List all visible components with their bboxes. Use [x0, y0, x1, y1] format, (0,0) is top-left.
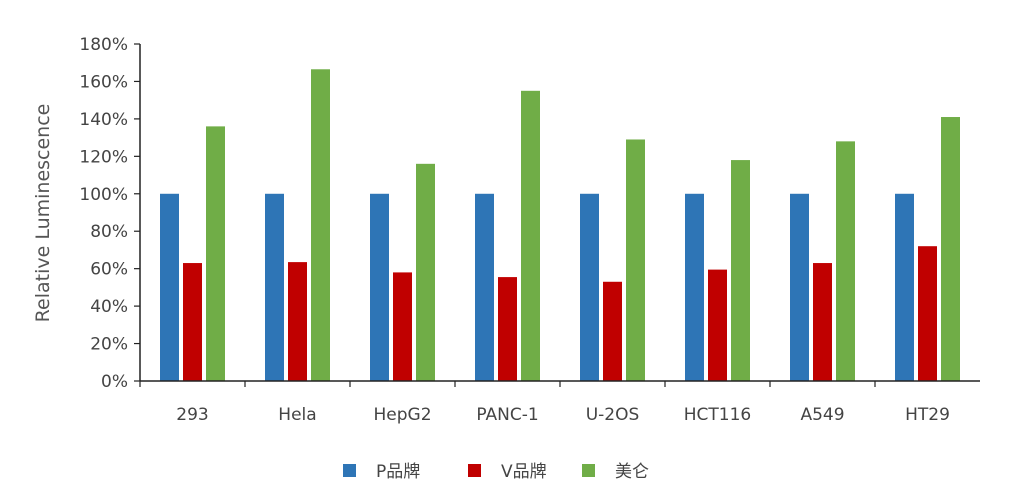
- x-axis: 293 Hela HepG2 PANC-1 U-2OS HCT116 A549 HT29: [139, 380, 980, 425]
- x-tick-label: HepG2: [373, 405, 431, 425]
- legend-label: V品牌: [501, 462, 547, 482]
- y-tick-label: 140%: [79, 110, 128, 130]
- bar: [498, 277, 517, 381]
- legend-swatch: [468, 464, 481, 477]
- bar: [918, 246, 937, 381]
- y-tick-label: 60%: [90, 260, 128, 280]
- bar: [790, 193, 809, 381]
- y-tick-label: 160%: [79, 72, 128, 92]
- bar: [836, 141, 855, 381]
- bar: [160, 193, 179, 381]
- bar: [708, 269, 727, 381]
- bar: [265, 193, 284, 381]
- legend-swatch: [582, 464, 595, 477]
- bar: [580, 193, 599, 381]
- bar: [813, 263, 832, 381]
- bar: [311, 69, 330, 382]
- bar: [475, 193, 494, 381]
- bar: [206, 126, 225, 381]
- x-tick-label: HCT116: [684, 405, 752, 425]
- legend-swatch: [343, 464, 356, 477]
- y-tick-label: 80%: [90, 222, 128, 242]
- bar: [941, 117, 960, 382]
- bar: [731, 160, 750, 381]
- y-tick-label: 40%: [90, 297, 128, 317]
- bars: [160, 69, 960, 382]
- legend: P品牌 V品牌 美仑: [343, 462, 649, 482]
- bar: [370, 193, 389, 381]
- x-tick-label: Hela: [278, 405, 316, 425]
- y-axis-label: Relative Luminescence: [32, 104, 54, 323]
- bar: [416, 163, 435, 381]
- x-tick-label: HT29: [905, 405, 950, 425]
- y-tick-label: 120%: [79, 147, 128, 167]
- bar: [895, 193, 914, 381]
- x-tick-label: A549: [800, 405, 844, 425]
- x-tick-label: 293: [176, 405, 208, 425]
- bar: [183, 263, 202, 381]
- y-tick-label: 100%: [79, 185, 128, 205]
- legend-label: P品牌: [376, 462, 420, 482]
- y-tick-label: 0%: [101, 372, 128, 392]
- legend-label: 美仑: [615, 462, 649, 482]
- bar: [626, 139, 645, 381]
- bar: [288, 262, 307, 381]
- y-axis: 0% 20% 40% 60% 80% 100% 120% 140% 160% 180%: [79, 35, 141, 392]
- bar: [685, 193, 704, 381]
- bar: [603, 281, 622, 381]
- bar: [521, 90, 540, 382]
- x-tick-label: U-2OS: [586, 405, 640, 425]
- y-tick-label: 180%: [79, 35, 128, 55]
- y-tick-label: 20%: [90, 335, 128, 355]
- bar: [393, 272, 412, 381]
- x-tick-label: PANC-1: [476, 405, 538, 425]
